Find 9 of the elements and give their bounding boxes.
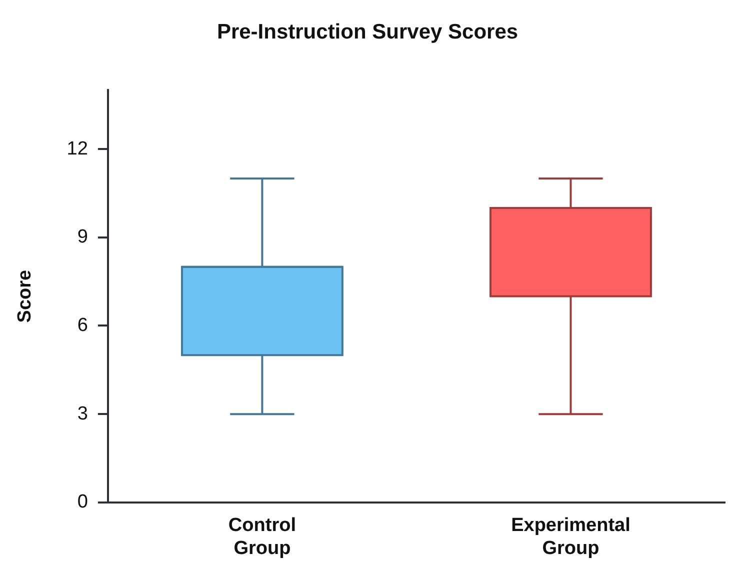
y-axis-title: Score	[14, 270, 36, 323]
y-tick-label: 9	[77, 226, 88, 248]
y-tick-label: 12	[66, 138, 88, 160]
y-tick-label: 0	[77, 492, 88, 513]
x-tick-label: Control Group	[228, 515, 296, 559]
chart-title: Pre-Instruction Survey Scores	[216, 20, 518, 44]
y-tick-label: 6	[77, 314, 88, 336]
x-tick-label: Experimental Group	[511, 515, 630, 559]
y-tick-label: 3	[77, 403, 88, 424]
